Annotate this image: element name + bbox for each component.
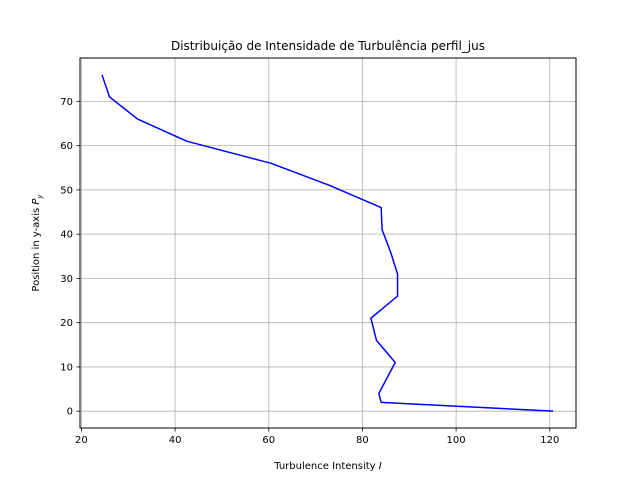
x-tick-label: 60 — [262, 435, 275, 446]
series-line — [101, 74, 554, 412]
x-tick-label: 100 — [447, 435, 466, 446]
x-tick-label: 20 — [75, 435, 88, 446]
x-tick-label: 120 — [540, 435, 559, 446]
x-tick-label: 80 — [356, 435, 369, 446]
y-tick-label: 50 — [60, 185, 73, 196]
y-tick-label: 40 — [60, 230, 73, 241]
x-tick-label: 40 — [169, 435, 182, 446]
y-axis-label-variable: P — [31, 198, 42, 205]
y-tick-label: 20 — [60, 318, 73, 329]
grid-lines — [80, 58, 576, 428]
y-axis-label-text: Position in y-axis — [31, 208, 42, 292]
y-axis-ticks: 0 10 20 30 40 50 60 70 — [60, 97, 80, 418]
y-tick-label: 30 — [60, 274, 73, 285]
y-axis-label-subscript: y — [36, 194, 44, 200]
series-layer — [101, 74, 554, 412]
y-axis-label: Position in y-axis Py — [31, 194, 44, 292]
x-axis-label-variable: I — [379, 461, 382, 472]
x-axis-label: Turbulence Intensity I — [273, 461, 382, 472]
plot-frame — [79, 57, 577, 429]
y-tick-label: 0 — [67, 407, 73, 418]
x-axis-label-text: Turbulence Intensity — [273, 461, 375, 472]
y-tick-label: 70 — [60, 97, 73, 108]
y-tick-label: 60 — [60, 141, 73, 152]
x-axis-ticks: 20 40 60 80 100 120 — [75, 428, 559, 446]
chart-title: Distribuição de Intensidade de Turbulênc… — [171, 39, 485, 53]
y-tick-label: 10 — [60, 362, 73, 373]
